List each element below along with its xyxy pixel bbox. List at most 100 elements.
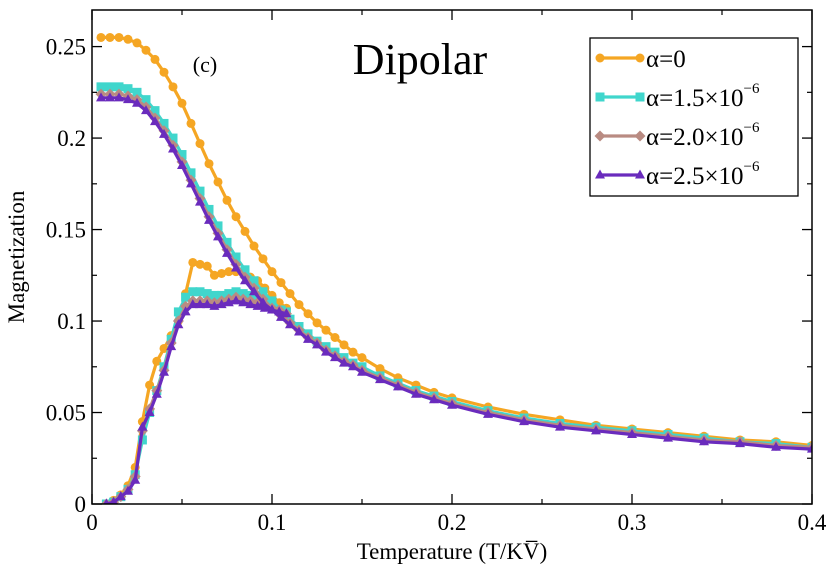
data-point (339, 357, 349, 367)
legend-item: α=1.5×10−6 (595, 81, 760, 112)
data-point (252, 300, 263, 310)
y-tick-label: 0.25 (46, 35, 86, 60)
data-point (177, 150, 187, 160)
data-point (103, 498, 110, 504)
data-point (181, 292, 191, 302)
data-point (144, 407, 155, 417)
data-point (393, 381, 403, 391)
data-point (159, 67, 169, 77)
data-point (330, 333, 340, 343)
data-point (168, 143, 178, 153)
data-point (180, 306, 191, 316)
data-point (188, 287, 198, 297)
data-point (348, 361, 358, 371)
data-point (204, 204, 214, 214)
data-point (483, 408, 493, 418)
series-3 (96, 92, 812, 504)
y-tick-label: 0 (75, 492, 87, 517)
x-tick-label: 0.2 (438, 510, 467, 535)
data-point (150, 106, 160, 116)
legend-marker (595, 92, 605, 102)
data-point (240, 275, 250, 285)
data-point (267, 296, 277, 306)
x-tick-label: 0 (86, 510, 98, 535)
data-point (285, 289, 295, 299)
data-point (132, 38, 142, 48)
data-point (281, 308, 292, 318)
data-point (627, 428, 637, 438)
data-point (663, 432, 673, 442)
data-point (231, 252, 241, 262)
data-point (168, 82, 178, 92)
legend-item: α=2.0×10−6 (594, 120, 760, 151)
x-tick-label: 0.3 (618, 510, 647, 535)
data-point (159, 118, 169, 128)
data-point (96, 32, 106, 42)
data-point (699, 436, 709, 446)
data-point (152, 356, 162, 366)
data-point (735, 438, 745, 448)
legend-label: α=0 (646, 46, 686, 73)
legend-marker (594, 130, 606, 142)
legend-marker (634, 130, 646, 142)
x-axis-title: Temperature (T/KV̅) (357, 539, 548, 564)
y-axis-title: Magnetization (4, 190, 29, 323)
data-point (141, 45, 151, 55)
data-point (267, 304, 277, 314)
data-point (240, 226, 250, 236)
data-point (123, 84, 133, 94)
panel-label: (c) (193, 52, 217, 77)
data-point (177, 160, 187, 170)
data-point (202, 261, 212, 271)
data-point (166, 341, 177, 351)
data-point (195, 287, 205, 297)
data-point (348, 347, 358, 357)
data-point (130, 474, 141, 484)
data-point (321, 325, 331, 335)
data-point (195, 259, 205, 269)
data-point (105, 32, 115, 42)
series-layer (95, 32, 812, 504)
chart-title: Dipolar (353, 35, 488, 84)
legend-label: α=2.0×10−6 (646, 120, 760, 151)
data-point (141, 95, 151, 105)
legend-item: α=0 (595, 46, 686, 73)
data-point (159, 366, 169, 376)
data-point (321, 346, 331, 356)
data-point (204, 159, 214, 169)
data-point (187, 299, 198, 309)
data-point (339, 340, 349, 350)
data-point (114, 32, 124, 42)
data-point (375, 364, 385, 374)
data-point (294, 326, 304, 336)
data-point (231, 262, 241, 272)
data-point (114, 82, 124, 92)
data-point (150, 54, 160, 64)
data-point (115, 491, 126, 501)
data-point (224, 267, 234, 277)
legend-marker (595, 169, 605, 179)
data-point (137, 421, 148, 431)
data-point (195, 196, 205, 206)
data-point (258, 287, 268, 297)
data-point (159, 128, 169, 138)
data-point (330, 352, 340, 362)
data-point (312, 318, 322, 328)
data-point (267, 267, 277, 277)
data-point (303, 309, 313, 319)
data-point (231, 295, 241, 305)
data-point (222, 237, 232, 247)
legend-marker (595, 53, 605, 63)
data-point (591, 425, 601, 435)
y-tick-label: 0.1 (57, 309, 86, 334)
data-point (123, 485, 133, 495)
data-point (186, 168, 196, 178)
data-point (209, 270, 219, 280)
data-point (222, 195, 232, 205)
data-point (249, 241, 259, 251)
data-point (217, 268, 227, 278)
data-point (249, 276, 259, 286)
data-point (195, 299, 205, 309)
data-point (519, 416, 529, 426)
data-point (276, 278, 286, 288)
